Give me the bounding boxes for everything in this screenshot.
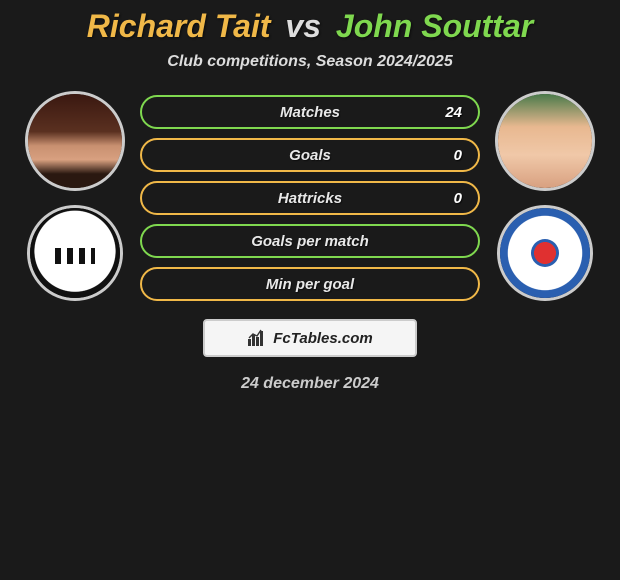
stat-row-hattricks: Hattricks 0: [140, 181, 480, 215]
player1-club-badge: [27, 205, 123, 301]
title-player1: Richard Tait: [87, 8, 271, 44]
stat-label: Min per goal: [266, 276, 354, 293]
source-logo: FcTables.com: [203, 319, 417, 357]
player2-photo: [498, 94, 592, 188]
stat-value: 0: [454, 147, 462, 164]
comparison-card: Richard Tait vs John Souttar Club compet…: [0, 0, 620, 393]
stat-row-goals-per-match: Goals per match: [140, 224, 480, 258]
stat-label: Matches: [280, 104, 340, 121]
comparison-row: Matches 24 Goals 0 Hattricks 0 Goals per…: [0, 89, 620, 301]
club1-crest: [30, 208, 120, 298]
page-title: Richard Tait vs John Souttar: [0, 8, 620, 45]
bar-chart-icon: [247, 329, 267, 347]
stat-row-matches: Matches 24: [140, 95, 480, 129]
stat-row-goals: Goals 0: [140, 138, 480, 172]
title-vs: vs: [285, 8, 321, 44]
stat-value: 0: [454, 190, 462, 207]
left-side: [20, 89, 130, 301]
stat-row-min-per-goal: Min per goal: [140, 267, 480, 301]
date-label: 24 december 2024: [0, 375, 620, 393]
title-player2: John Souttar: [336, 8, 533, 44]
logo-text: FcTables.com: [273, 330, 372, 347]
club2-crest: [500, 208, 590, 298]
stats-column: Matches 24 Goals 0 Hattricks 0 Goals per…: [140, 89, 480, 301]
player1-avatar: [25, 91, 125, 191]
right-side: [490, 89, 600, 301]
stat-label: Hattricks: [278, 190, 342, 207]
stat-label: Goals per match: [251, 233, 369, 250]
stat-label: Goals: [289, 147, 331, 164]
stat-value: 24: [445, 104, 462, 121]
subtitle: Club competitions, Season 2024/2025: [0, 53, 620, 71]
player2-club-badge: [497, 205, 593, 301]
player2-avatar: [495, 91, 595, 191]
player1-photo: [28, 94, 122, 188]
